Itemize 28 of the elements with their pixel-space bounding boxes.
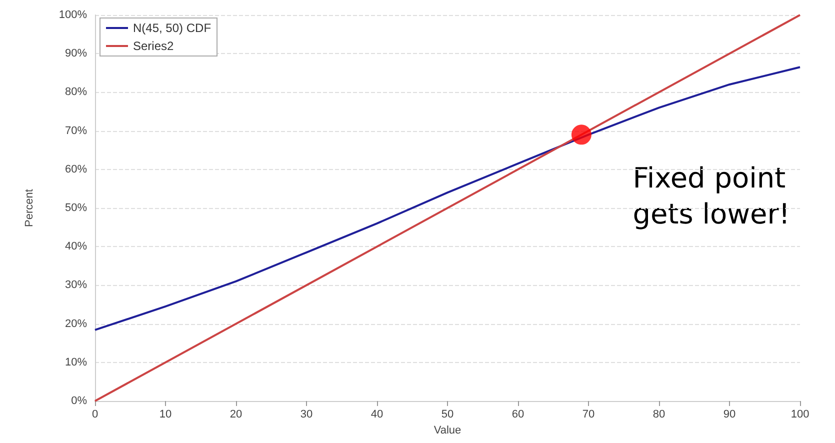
x-tick-label: 20 (230, 408, 242, 420)
y-tick-label: 20% (64, 318, 88, 330)
legend-label: N(45, 50) CDF (133, 21, 212, 35)
y-tick-label: 60% (64, 163, 88, 176)
y-tick-label: 10% (64, 356, 88, 368)
y-tick-label: 50% (64, 202, 88, 214)
x-tick-label: 80 (652, 408, 666, 420)
y-tick-label: 40% (64, 240, 88, 253)
x-tick-label: 70 (582, 408, 595, 420)
x-tick-label: 60 (512, 408, 524, 420)
y-tick-label: 70% (64, 124, 88, 137)
annotation: Fixed point gets lower! (632, 162, 790, 230)
x-tick-label: 10 (159, 408, 172, 420)
x-axis-title: Value (434, 424, 462, 436)
y-tick-label: 80% (64, 86, 88, 98)
x-tick-label: 30 (300, 408, 313, 420)
x-tick-label: 50 (441, 408, 454, 420)
legend-label: Series2 (133, 39, 174, 53)
x-tick-label: 100 (790, 408, 810, 420)
y-tick-label: 0% (71, 395, 88, 407)
y-tick-label: 30% (64, 279, 88, 292)
y-axis-title: Percent (24, 189, 36, 227)
line-series (94, 66, 801, 331)
x-tick-label: 90 (723, 408, 736, 420)
y-tick-label: 100% (58, 9, 88, 21)
x-tick-label: 0 (92, 408, 98, 420)
y-tick-label: 90% (64, 48, 88, 60)
x-tick-label: 40 (370, 408, 384, 420)
